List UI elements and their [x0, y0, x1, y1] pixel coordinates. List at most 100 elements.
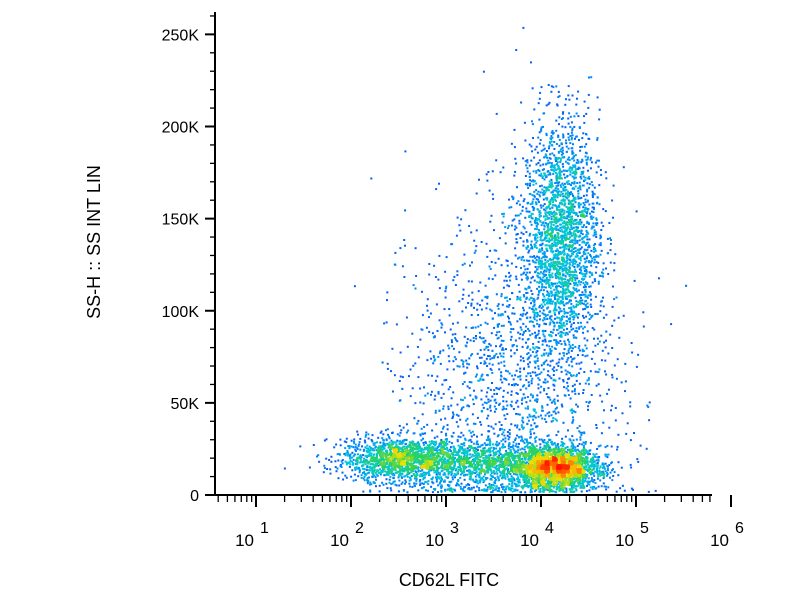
- data-point: [487, 398, 490, 401]
- data-point: [340, 465, 342, 467]
- data-point: [577, 484, 580, 487]
- data-point: [534, 222, 537, 225]
- data-point: [579, 186, 582, 189]
- data-point: [369, 490, 372, 493]
- data-point: [561, 199, 564, 202]
- data-point: [568, 266, 571, 269]
- data-point: [543, 275, 546, 278]
- data-point: [529, 214, 532, 217]
- data-point: [606, 237, 609, 240]
- data-point: [563, 186, 566, 189]
- data-point: [595, 254, 598, 257]
- data-point: [564, 160, 567, 163]
- data-point: [576, 226, 579, 229]
- data-point: [541, 242, 544, 245]
- data-point: [590, 210, 593, 213]
- data-point: [491, 317, 494, 320]
- data-point: [539, 214, 542, 217]
- data-point: [572, 187, 575, 190]
- data-point: [550, 131, 553, 134]
- data-point: [363, 475, 366, 478]
- data-point: [555, 271, 558, 274]
- data-point: [581, 443, 584, 446]
- data-point: [578, 280, 581, 283]
- data-point: [322, 471, 325, 474]
- data-point: [573, 177, 576, 180]
- data-point: [361, 465, 364, 468]
- data-point: [594, 249, 597, 252]
- data-point: [549, 438, 552, 441]
- data-point: [551, 130, 554, 133]
- data-point: [487, 355, 490, 357]
- data-point: [549, 245, 551, 248]
- data-point: [564, 447, 567, 450]
- data-point: [467, 294, 470, 297]
- data-point: [584, 285, 587, 288]
- data-point: [385, 443, 388, 446]
- data-point: [454, 333, 457, 336]
- data-point: [495, 112, 498, 115]
- data-point: [353, 438, 356, 441]
- data-point: [383, 443, 386, 445]
- data-point: [546, 156, 549, 159]
- data-point: [481, 373, 484, 376]
- data-point: [557, 486, 560, 489]
- data-point: [445, 285, 448, 288]
- data-point: [557, 193, 560, 196]
- data-point: [543, 269, 546, 272]
- data-point: [535, 311, 538, 314]
- data-point: [422, 448, 425, 451]
- data-point: [543, 156, 546, 159]
- data-point: [571, 343, 574, 346]
- data-point: [508, 304, 511, 306]
- data-point: [524, 216, 527, 219]
- data-point: [560, 229, 563, 232]
- data-point: [558, 325, 561, 328]
- data-point: [504, 417, 507, 420]
- data-point: [568, 183, 571, 185]
- data-point: [565, 196, 568, 199]
- data-point: [553, 378, 556, 381]
- data-point: [523, 295, 526, 298]
- data-point: [560, 316, 563, 318]
- data-point: [568, 156, 570, 159]
- data-point: [578, 139, 580, 141]
- data-point: [541, 191, 544, 194]
- data-point: [522, 26, 525, 29]
- data-point: [583, 224, 585, 227]
- data-point: [446, 488, 449, 491]
- data-point: [605, 373, 608, 376]
- data-point: [579, 436, 582, 439]
- data-point: [584, 295, 587, 298]
- data-point: [546, 290, 549, 293]
- data-point: [491, 357, 494, 360]
- data-point: [575, 403, 578, 406]
- data-point: [555, 341, 558, 344]
- data-point: [402, 440, 405, 443]
- data-point: [563, 386, 566, 389]
- data-point: [569, 282, 572, 285]
- data-point: [511, 482, 514, 485]
- data-point: [528, 210, 531, 213]
- data-point: [579, 431, 582, 434]
- data-point: [475, 373, 478, 376]
- data-point: [564, 295, 567, 298]
- data-point: [504, 226, 507, 229]
- data-point: [495, 440, 498, 443]
- data-point: [471, 353, 474, 356]
- data-point: [602, 225, 605, 228]
- data-point: [359, 448, 362, 451]
- data-point: [555, 205, 558, 208]
- data-point: [430, 357, 433, 360]
- data-point: [587, 261, 590, 264]
- data-point: [508, 271, 511, 274]
- data-point: [555, 185, 558, 188]
- data-point: [390, 483, 393, 485]
- data-point: [570, 325, 573, 328]
- data-point: [554, 273, 557, 275]
- data-point: [560, 216, 563, 219]
- data-point: [483, 348, 486, 351]
- data-point: [548, 439, 551, 441]
- data-point: [382, 438, 385, 441]
- data-point: [468, 357, 471, 360]
